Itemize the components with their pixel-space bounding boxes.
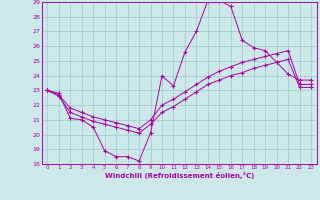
X-axis label: Windchill (Refroidissement éolien,°C): Windchill (Refroidissement éolien,°C) bbox=[105, 172, 254, 179]
